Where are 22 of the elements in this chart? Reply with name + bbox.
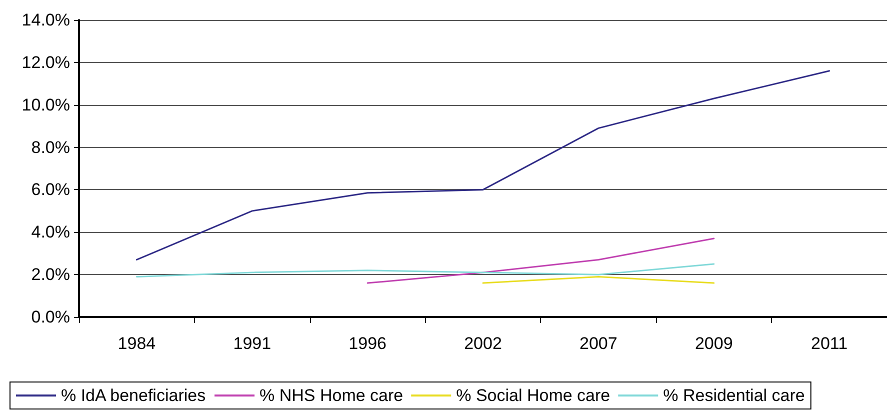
x-tick-label: 1991 bbox=[233, 334, 272, 353]
line-series bbox=[136, 70, 830, 260]
y-tick-label: 12.0% bbox=[22, 52, 70, 72]
y-tick-label: 4.0% bbox=[31, 222, 70, 242]
y-tick-label: 8.0% bbox=[31, 138, 70, 157]
y-tick-label: 10.0% bbox=[22, 95, 70, 114]
y-tick-label: 14.0% bbox=[22, 10, 70, 30]
legend-label: % IdA beneficiaries bbox=[61, 386, 206, 405]
x-tick-label: 2007 bbox=[580, 334, 618, 353]
x-tick-label: 2009 bbox=[694, 334, 733, 353]
legend-label: % NHS Home care bbox=[260, 386, 404, 405]
y-tick-label: 0.0% bbox=[31, 308, 70, 326]
legend-label: % Residential care bbox=[663, 386, 805, 405]
legend-label: % Social Home care bbox=[456, 386, 610, 405]
x-tick-label: 2002 bbox=[464, 334, 502, 353]
x-tick-label: 2011 bbox=[811, 334, 848, 353]
x-tick-label: 1984 bbox=[118, 334, 156, 353]
line-series bbox=[136, 263, 715, 278]
x-tick-label: 1996 bbox=[348, 334, 386, 353]
line-series bbox=[366, 238, 715, 284]
y-tick-label: 6.0% bbox=[31, 180, 70, 200]
y-tick-label: 2.0% bbox=[31, 265, 70, 284]
